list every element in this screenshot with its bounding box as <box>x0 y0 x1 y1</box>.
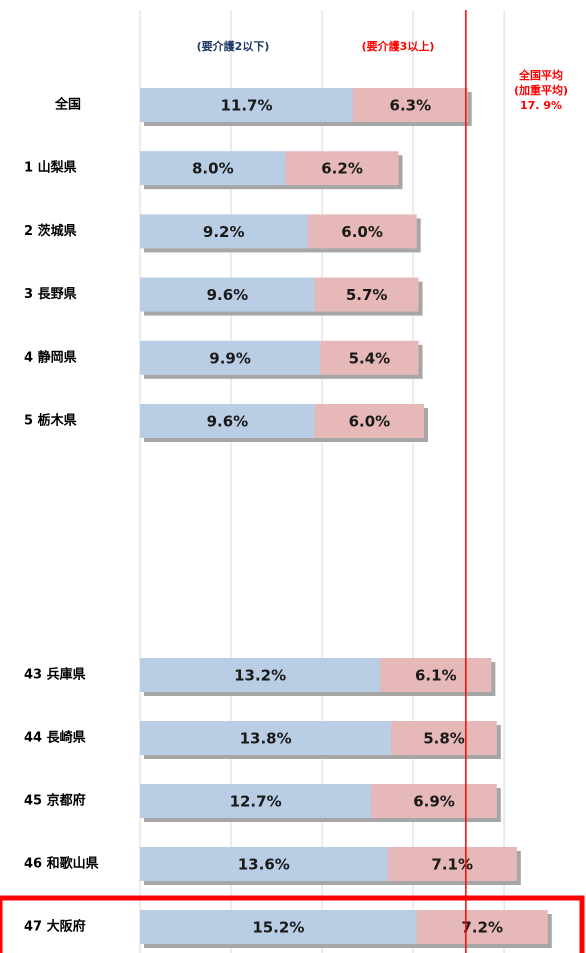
data-label: 6.0% <box>341 223 383 241</box>
data-label: 5.8% <box>423 730 465 748</box>
bar-segment <box>140 151 286 186</box>
data-label: 13.6% <box>238 856 290 874</box>
highlight-box <box>0 895 585 953</box>
data-label: 15.2% <box>252 919 304 937</box>
data-label: 9.9% <box>209 349 251 367</box>
bar-segment <box>371 784 497 818</box>
bar-segment <box>314 404 424 438</box>
data-label: 5.7% <box>346 286 388 304</box>
y-tick-label: 1 山梨県 <box>24 160 77 176</box>
y-tick-label: 44 長崎県 <box>24 730 86 746</box>
y-tick-label: 全国 <box>54 97 81 113</box>
data-label: 12.7% <box>230 793 282 811</box>
bar-segment <box>140 277 315 312</box>
bar-segment <box>314 277 419 312</box>
bar-segment <box>140 88 353 122</box>
bar-segment <box>140 784 372 818</box>
data-label: 8.0% <box>192 160 234 178</box>
bar-segment <box>352 88 468 122</box>
bar-segment <box>416 910 548 944</box>
data-label: 11.7% <box>220 97 272 115</box>
data-label: 5.4% <box>349 349 391 367</box>
y-tick-label: 47 大阪府 <box>24 919 86 935</box>
data-label: 9.6% <box>207 286 249 304</box>
bar-segment <box>380 658 492 692</box>
data-label: 9.6% <box>207 413 249 431</box>
bar-segment <box>391 721 497 755</box>
reference-title: 全国平均 <box>518 68 563 82</box>
bar-segment <box>140 658 381 692</box>
legend-label: (要介護3以上) <box>362 39 435 53</box>
data-label: 6.3% <box>390 97 432 115</box>
y-tick-label: 43 兵庫県 <box>24 667 86 683</box>
data-label: 6.1% <box>415 667 457 685</box>
data-label: 6.9% <box>413 793 455 811</box>
bar-segment <box>140 340 321 375</box>
y-tick-label: 3 長野県 <box>24 287 77 302</box>
bar-segment <box>320 340 419 375</box>
data-label: 9.2% <box>203 223 245 241</box>
data-label: 13.8% <box>240 730 292 748</box>
data-label: 7.1% <box>431 856 473 874</box>
y-tick-label: 46 和歌山県 <box>24 856 99 872</box>
bar-segment <box>140 910 417 944</box>
data-label: 6.0% <box>349 413 391 431</box>
bar-segment <box>387 847 517 881</box>
data-label: 6.2% <box>321 160 363 178</box>
y-tick-label: 45 京都府 <box>24 793 86 809</box>
bar-segment <box>140 847 388 881</box>
bar-segment <box>307 214 417 249</box>
data-label: 13.2% <box>234 667 286 685</box>
y-tick-label: 4 静岡県 <box>24 349 77 365</box>
data-label: 7.2% <box>461 919 503 937</box>
legend-label: (要介護2以下) <box>197 39 270 53</box>
y-tick-label: 2 茨城県 <box>24 223 77 239</box>
bar-segment <box>140 404 315 438</box>
bar-segment <box>140 214 308 249</box>
y-tick-label: 5 栃木県 <box>24 413 77 429</box>
reference-label: 17. 9% <box>520 99 562 112</box>
bar-segment <box>285 151 399 186</box>
reference-subtitle: (加重平均) <box>514 83 568 97</box>
bar-segment <box>140 721 392 755</box>
